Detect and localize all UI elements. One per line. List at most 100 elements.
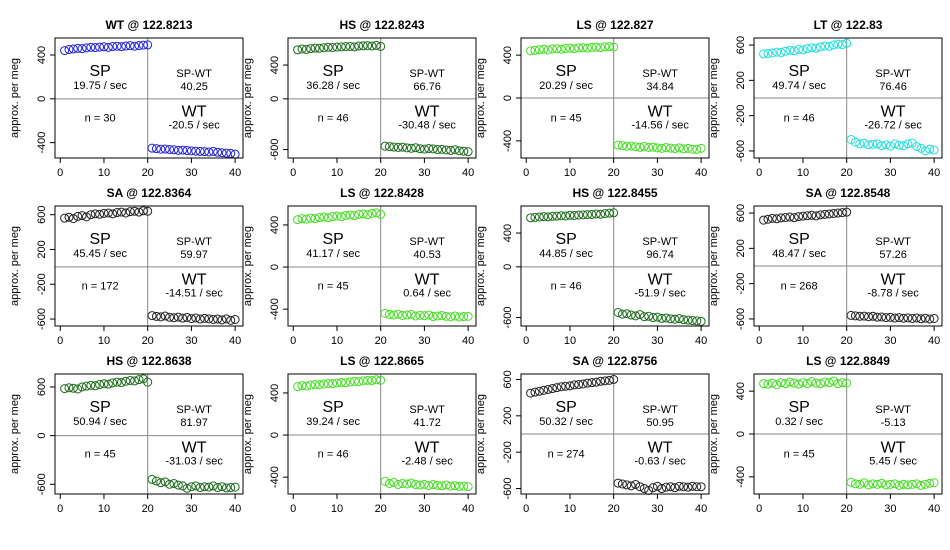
annotation-wt-label: WT <box>182 440 207 457</box>
data-point <box>850 137 860 147</box>
data-point <box>877 141 887 151</box>
data-point <box>648 483 658 493</box>
data-point <box>859 311 869 321</box>
y-tick-label: -600 <box>36 473 48 495</box>
x-tick-label: 0 <box>523 335 529 347</box>
plot-frame <box>54 37 244 159</box>
y-tick-label: -400 <box>269 298 281 320</box>
y-tick-label: 600 <box>502 370 514 388</box>
data-point <box>393 309 403 319</box>
data-point <box>428 480 438 490</box>
data-point <box>565 381 575 391</box>
data-point <box>415 480 425 490</box>
annotation-sp-rate: 0.32 / sec <box>775 416 823 428</box>
data-point <box>90 43 100 53</box>
x-tick-label: 20 <box>142 167 154 179</box>
x-tick-label: 10 <box>797 335 809 347</box>
data-point <box>147 474 157 484</box>
data-point <box>411 311 421 321</box>
plot-frame <box>520 373 710 495</box>
data-point <box>872 479 882 489</box>
data-point <box>160 477 170 487</box>
data-point <box>230 314 240 324</box>
data-point <box>696 316 706 326</box>
data-point <box>820 209 830 219</box>
annotation-spwt-label: SP-WT <box>176 404 212 416</box>
data-point <box>903 313 913 323</box>
data-point <box>64 45 74 55</box>
y-tick-label: -600 <box>735 140 747 162</box>
y-tick-label: 0 <box>36 96 48 102</box>
data-point <box>679 315 689 325</box>
y-tick-label: 400 <box>502 224 514 242</box>
data-point <box>130 376 140 386</box>
x-tick-label: 20 <box>608 167 620 179</box>
x-tick-label: 10 <box>98 167 110 179</box>
data-point <box>143 206 153 216</box>
x-tick-label: 0 <box>756 503 762 515</box>
x-tick-label: 20 <box>142 335 154 347</box>
data-point <box>323 378 333 388</box>
data-point <box>666 482 676 492</box>
x-tick-label: 0 <box>57 503 63 515</box>
data-point <box>578 379 588 389</box>
annotation-spwt-value: 81.97 <box>180 417 208 429</box>
data-point <box>526 388 536 398</box>
data-point <box>99 208 109 218</box>
annotation-wt-label: WT <box>881 440 906 457</box>
y-tick-label: 600 <box>735 204 747 222</box>
data-point <box>929 314 939 323</box>
y-tick-label: 600 <box>735 36 747 54</box>
data-point <box>441 311 451 321</box>
annotation-sp-label: SP <box>788 231 809 248</box>
data-point <box>446 145 456 155</box>
data-point <box>73 384 83 394</box>
panel-title: WT @ 122.8213 <box>105 18 192 32</box>
data-point <box>389 142 399 152</box>
data-point <box>371 375 381 385</box>
data-point <box>829 376 839 386</box>
data-point <box>842 207 852 217</box>
data-point <box>674 143 684 153</box>
data-point <box>112 41 122 51</box>
data-point <box>178 145 188 155</box>
panel-title: HS @ 122.8455 <box>572 186 657 200</box>
annotation-wt-label: WT <box>415 104 440 121</box>
data-point <box>68 44 78 54</box>
x-tick-label: 30 <box>651 335 663 347</box>
data-point <box>626 141 636 151</box>
x-tick-label: 0 <box>523 167 529 179</box>
data-point <box>293 45 303 55</box>
data-point <box>402 143 412 153</box>
data-point <box>661 143 671 152</box>
x-tick-label: 40 <box>229 503 241 515</box>
data-point <box>552 383 562 393</box>
data-point <box>125 207 135 217</box>
y-tick-label: -200 <box>735 273 747 295</box>
data-point <box>95 42 105 52</box>
data-point <box>441 145 451 155</box>
data-point <box>213 147 223 157</box>
y-axis-label: approx. per meg <box>242 58 254 138</box>
data-point <box>398 310 408 320</box>
data-point <box>147 311 157 321</box>
data-point <box>772 214 782 224</box>
data-point <box>173 312 183 322</box>
data-point <box>920 479 930 489</box>
data-point <box>785 377 795 387</box>
data-point <box>820 41 830 51</box>
data-point <box>574 379 584 389</box>
data-point <box>156 144 166 154</box>
data-point <box>622 141 632 151</box>
data-point <box>208 481 218 491</box>
annotation-spwt-label: SP-WT <box>642 68 678 80</box>
data-point <box>200 147 210 157</box>
data-point <box>929 478 939 488</box>
data-point <box>226 315 236 325</box>
data-point <box>881 140 891 150</box>
data-point <box>354 41 364 51</box>
data-point <box>86 42 96 52</box>
data-point <box>534 386 544 396</box>
data-point <box>794 44 804 54</box>
